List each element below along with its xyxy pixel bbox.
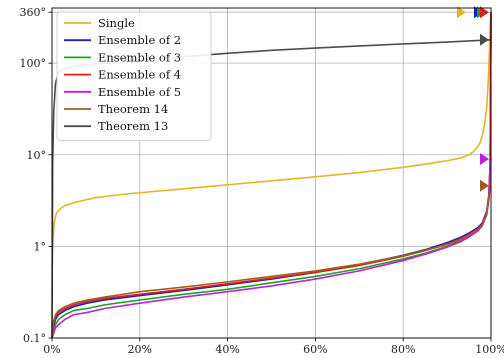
x-tick-label-4: 80% [391,343,415,356]
legend-label-theorem-14: Theorem 14 [98,102,168,116]
y-tick-label-1: 1° [34,240,47,253]
end-markers [457,6,489,192]
legend-label-theorem-13: Theorem 13 [98,119,168,133]
x-tick-label-0: 0% [43,343,60,356]
end-marker-theorem-14 [480,179,489,192]
end-marker-single [457,6,466,19]
legend-label-single: Single [98,16,135,30]
series-line-ensemble-of-5 [51,158,492,339]
x-tick-label-1: 20% [128,343,152,356]
legend-label-ensemble-of-5: Ensemble of 5 [98,85,181,99]
y-tick-label-2: 10° [27,149,47,162]
y-tick-label-0: 0.1° [23,332,46,345]
x-tick-label-5: 100% [475,343,504,356]
legend-box [56,11,212,141]
end-marker-ensemble-of-5 [480,153,489,165]
x-tick-label-3: 60% [303,343,327,356]
series-line-theorem-14 [51,185,492,339]
legend-label-ensemble-of-3: Ensemble of 3 [98,50,181,64]
plot-frame [51,7,492,339]
ticks: 0% 20% 40% 60% 80% 100% 0.1° 1° 10° 100° 360° [20,6,504,356]
y-tick-label-4: 360° [20,6,47,19]
series-line-single [51,12,492,267]
legend-label-ensemble-of-4: Ensemble of 4 [98,68,181,82]
legend: Single Ensemble of 2 Ensemble of 3 Ensemble… [56,11,212,141]
legend-label-ensemble-of-2: Ensemble of 2 [98,33,181,47]
end-marker-theorem-13 [480,33,489,46]
end-marker-ensemble-of-4 [480,6,489,19]
x-tick-label-2: 40% [215,343,239,356]
y-tick-label-3: 100° [20,57,47,70]
